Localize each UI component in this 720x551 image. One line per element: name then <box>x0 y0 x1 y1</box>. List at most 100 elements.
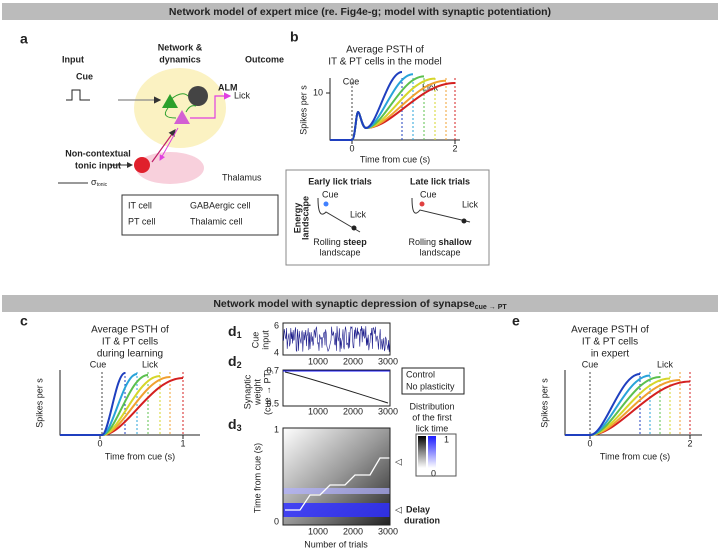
shape <box>151 129 176 163</box>
legend-label: No plasticity <box>406 381 455 391</box>
shape <box>282 369 391 407</box>
x-tick-label: 1 <box>180 438 185 448</box>
label: Lick <box>657 359 674 369</box>
text: Rolling <box>313 237 341 247</box>
label: Thalamus <box>222 172 262 182</box>
shape <box>317 197 361 233</box>
x-axis-label: Time from cue (s) <box>105 451 175 461</box>
label: Cue <box>343 76 360 86</box>
label: Lick <box>234 90 251 100</box>
panel-label: a <box>20 31 28 47</box>
shape <box>164 93 197 119</box>
shape <box>419 201 425 207</box>
psth-curve <box>565 373 641 436</box>
shape <box>121 194 279 236</box>
header: Network model with synaptic depression o… <box>213 298 507 311</box>
label: ◁ <box>395 456 402 466</box>
label: Network & <box>158 42 203 52</box>
label: ALM <box>218 82 238 92</box>
label: landscape <box>319 247 360 257</box>
y-axis-label: Spikes per s <box>34 378 44 428</box>
label: Lick <box>422 82 439 92</box>
legend-label: IT cell <box>128 200 152 210</box>
shape <box>461 218 467 224</box>
label: Late lick trials <box>410 176 470 186</box>
group <box>330 71 456 141</box>
y-axis-label: weight <box>252 378 262 406</box>
label: Cue <box>76 71 93 81</box>
shape <box>190 92 232 119</box>
letter: d <box>228 353 237 369</box>
y-axis-label: Spikes per s <box>298 85 308 135</box>
shape <box>174 110 190 124</box>
label: Cue <box>582 359 599 369</box>
sub: 1 <box>237 330 242 340</box>
label: landscape <box>419 247 460 257</box>
shape <box>282 427 391 526</box>
label: tonic input <box>75 160 121 170</box>
title: during learning <box>97 349 163 360</box>
label: Input <box>62 54 84 64</box>
x-axis-label: Number of trials <box>304 539 368 549</box>
colorbar-label: 1 <box>444 434 449 444</box>
shape <box>323 201 329 207</box>
y-axis-label: Cue <box>250 332 260 349</box>
label: duration <box>404 515 440 525</box>
shape <box>2 295 718 312</box>
shape <box>134 68 226 148</box>
panel-label: d1 <box>228 323 242 341</box>
title: Average PSTH of <box>571 325 649 336</box>
shape <box>283 503 390 517</box>
label: Lick <box>350 209 367 219</box>
header-text: Network model with synaptic depression o… <box>213 298 475 310</box>
title: IT & PT cells <box>102 337 158 348</box>
y-tick-label: 10 <box>313 87 323 97</box>
y-tick-label: 4 <box>274 347 279 357</box>
label: Lick <box>142 359 159 369</box>
label: Non-contextual <box>65 148 131 158</box>
text: Rolling <box>408 237 436 247</box>
y-tick-label: 1 <box>274 424 279 434</box>
title: IT & PT cells <box>582 337 638 348</box>
text: shallow <box>439 237 473 247</box>
shape <box>329 78 460 141</box>
shape <box>188 86 208 106</box>
title: IT & PT cells in the model <box>328 57 442 68</box>
x-axis-label: Time from cue (s) <box>600 451 670 461</box>
x-tick-label: 1000 <box>308 526 328 536</box>
x-tick-label: 0 <box>97 438 102 448</box>
label: dynamics <box>159 54 201 64</box>
legend-label: GABAergic cell <box>190 200 251 210</box>
shape <box>2 3 718 20</box>
x-tick-label: 3000 <box>378 406 398 416</box>
shape <box>415 433 457 477</box>
psth-curve <box>565 380 691 436</box>
y-axis-label: Spikes per s <box>539 378 549 428</box>
label: Distribution <box>409 401 454 411</box>
x-axis-label: Time from cue (s) <box>360 154 430 164</box>
y-tick-label: 6 <box>274 320 279 330</box>
text: steep <box>343 237 367 247</box>
label: Lick <box>462 199 479 209</box>
y-axis-label: (cue → PT) <box>262 369 272 415</box>
y-tick-label: 0.7 <box>266 365 279 375</box>
shape <box>428 436 436 468</box>
header: Network model of expert mice (re. Fig4e-… <box>169 6 551 18</box>
label: Rolling shallow <box>408 237 472 247</box>
x-tick-label: 0 <box>349 143 354 153</box>
label: landscape <box>300 196 310 240</box>
psth-curve <box>330 71 403 141</box>
label: Delay <box>406 504 430 514</box>
shape <box>162 94 178 108</box>
colorbar-label: 0 <box>431 468 436 478</box>
header-sub: cue → PT <box>475 304 508 311</box>
label: ◁ <box>395 504 402 514</box>
y-tick-label: 0 <box>274 516 279 526</box>
label: σtonic <box>91 177 108 188</box>
label: Cue <box>420 189 437 199</box>
shape <box>564 370 702 436</box>
label: Early lick trials <box>308 176 372 186</box>
x-tick-label: 3000 <box>378 526 398 536</box>
shape <box>285 169 490 266</box>
